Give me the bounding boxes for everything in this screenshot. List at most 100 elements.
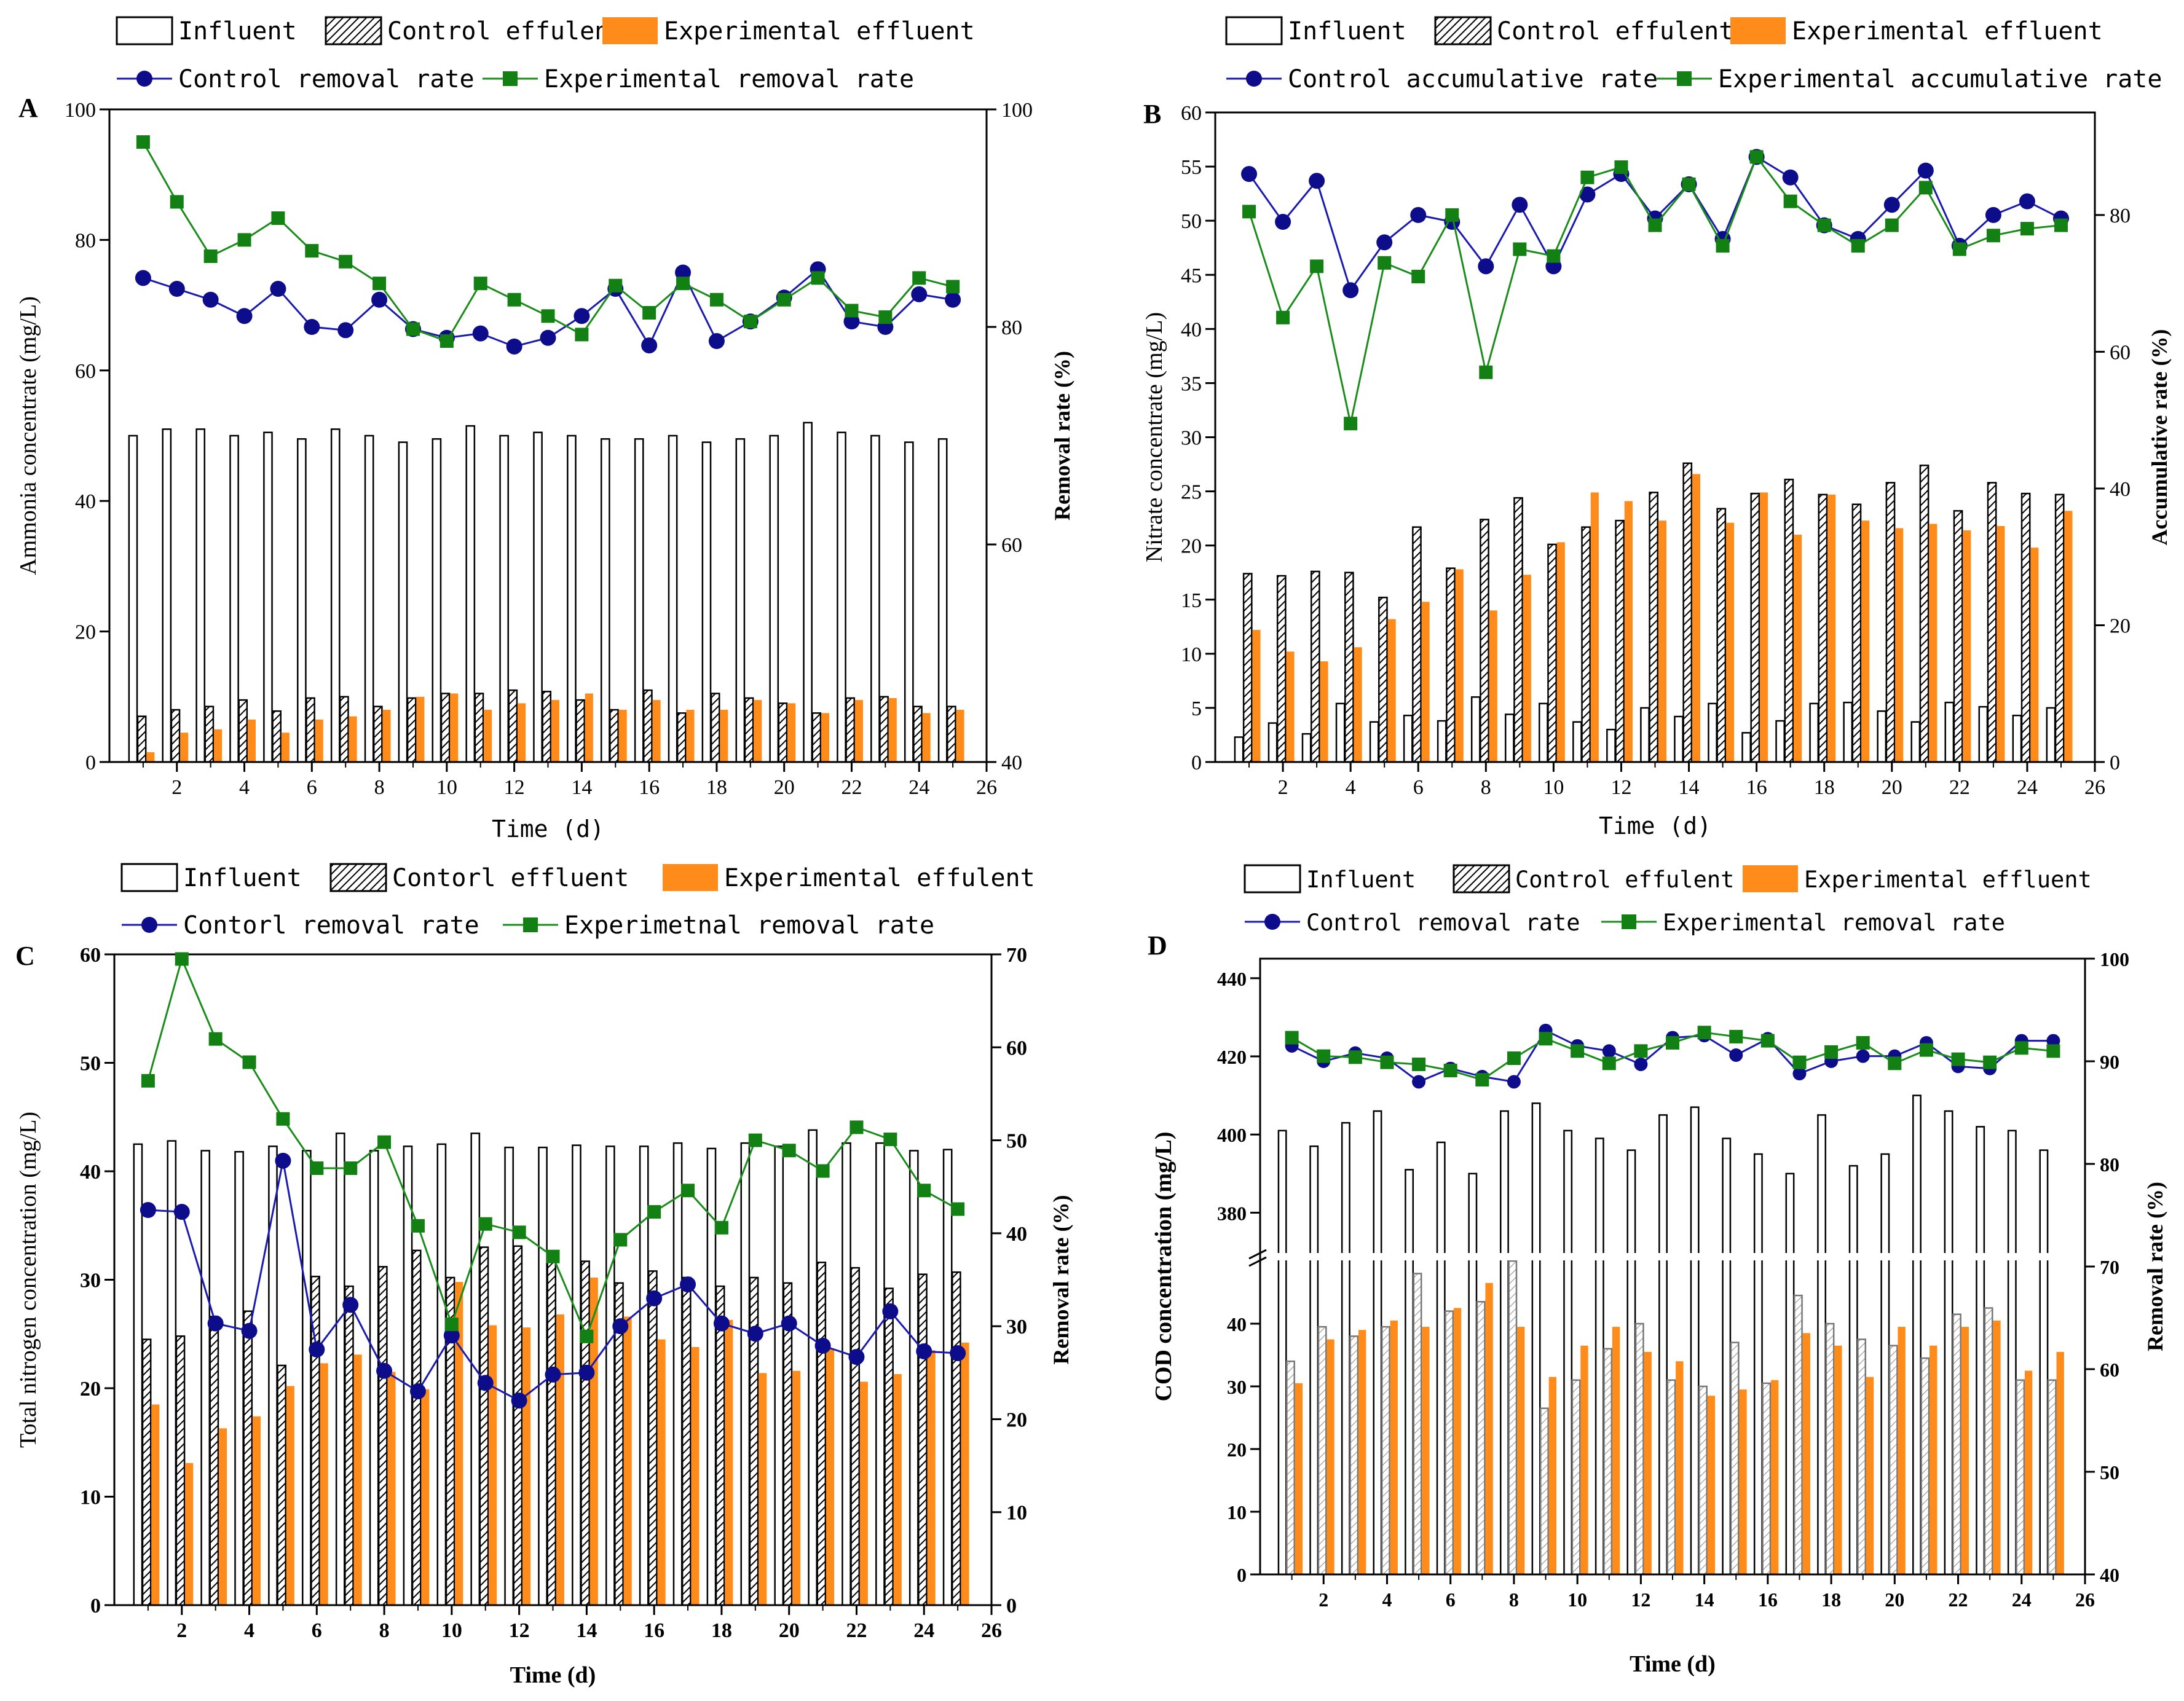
y2-axis-label: Removal rate (%) xyxy=(1049,1195,1073,1365)
bar-control-effluent xyxy=(778,702,788,763)
bar-experimental-effluent xyxy=(1861,521,1870,762)
point-control-rate xyxy=(135,270,151,286)
x-tick-label: 24 xyxy=(2017,776,2038,799)
bar-experimental-effluent xyxy=(1390,1320,1398,1574)
point-experimental-rate xyxy=(1276,310,1290,324)
bar-experimental-effluent xyxy=(218,1428,227,1605)
bar-experimental-effluent xyxy=(1961,1327,1969,1574)
bar-experimental-effluent xyxy=(387,1372,396,1605)
bar-experimental-effluent xyxy=(1866,1377,1874,1574)
bar-control-effluent xyxy=(377,1266,388,1606)
bar-influent xyxy=(1563,1129,1573,1576)
panel-label: C xyxy=(15,941,35,971)
bar-control-effluent xyxy=(2047,1379,2057,1576)
point-experimental-rate xyxy=(1918,181,1933,195)
bar-influent xyxy=(740,1142,751,1606)
y-tick-label: 440 xyxy=(1217,968,1247,990)
bar-experimental-effluent xyxy=(1834,1345,1842,1574)
point-control-rate xyxy=(443,1327,460,1344)
bar-influent xyxy=(1944,1110,1953,1576)
bar-experimental-effluent xyxy=(888,697,897,762)
bar-influent xyxy=(229,434,239,763)
y2-tick-label: 50 xyxy=(1006,1130,1027,1153)
bar-influent xyxy=(403,1145,413,1606)
point-control-rate xyxy=(337,322,354,339)
y-tick-label: 40 xyxy=(80,1161,101,1184)
bar-control-effluent xyxy=(710,693,720,763)
bar-influent xyxy=(1978,705,1989,763)
bar-influent xyxy=(504,1146,514,1606)
bar-experimental-effluent xyxy=(1453,1308,1462,1574)
bar-control-effluent xyxy=(643,689,653,763)
bar-control-effluent xyxy=(1634,1322,1644,1576)
legend-label: Experimetnal removal rate xyxy=(564,911,934,940)
point-experimental-rate xyxy=(411,1219,425,1233)
bar-experimental-effluent xyxy=(1523,575,1531,762)
bar-experimental-effluent xyxy=(213,729,223,762)
bar-control-effluent xyxy=(1793,1294,1803,1576)
x-tick-label: 14 xyxy=(1695,1589,1714,1611)
bar-control-effluent xyxy=(2020,492,2031,763)
point-experimental-rate xyxy=(276,1112,290,1126)
point-experimental-rate xyxy=(1697,1026,1711,1040)
bar-experimental-effluent xyxy=(623,1316,632,1605)
bar-influent xyxy=(668,434,678,763)
bar-experimental-effluent xyxy=(450,693,459,762)
point-experimental-rate xyxy=(883,1133,897,1147)
y-tick-label: 20 xyxy=(80,1378,101,1400)
bar-influent xyxy=(701,441,712,763)
y2-tick-label: 0 xyxy=(1006,1595,1017,1617)
point-experimental-rate xyxy=(444,1318,459,1332)
bar-influent xyxy=(1843,701,1853,763)
x-tick-label: 18 xyxy=(1821,1589,1841,1611)
x-tick-label: 26 xyxy=(2075,1589,2095,1611)
point-experimental-rate xyxy=(1919,1043,1933,1057)
point-experimental-rate xyxy=(310,1161,324,1175)
point-experimental-rate xyxy=(951,1202,965,1216)
x-tick-label: 26 xyxy=(2084,776,2105,799)
bar-control-effluent xyxy=(1649,492,1659,763)
y-tick-label: 35 xyxy=(1181,372,1202,395)
bar-control-effluent xyxy=(1242,573,1253,763)
panel-label: B xyxy=(1143,99,1161,129)
point-experimental-rate xyxy=(1792,1055,1807,1069)
point-control-rate xyxy=(140,1202,156,1219)
y-tick-label: 10 xyxy=(1181,643,1202,666)
bar-experimental-effluent xyxy=(652,700,661,762)
point-experimental-rate xyxy=(1479,365,1493,379)
chart-panel-c: Influent Contorl effluent Experimental eff… xyxy=(15,863,1073,1688)
bar-influent xyxy=(600,438,610,763)
x-tick-label: 4 xyxy=(239,776,250,799)
bar-control-effluent xyxy=(1508,1260,1518,1576)
panel-label: D xyxy=(1148,930,1167,960)
x-tick-label: 8 xyxy=(1509,1589,1519,1611)
point-experimental-rate xyxy=(377,1135,392,1149)
x-tick-label: 6 xyxy=(312,1619,322,1642)
chart-panel-a: Influent Control effulent Experimental eff… xyxy=(15,16,1074,843)
point-experimental-rate xyxy=(406,322,420,336)
point-control-rate xyxy=(1579,186,1596,203)
bar-influent xyxy=(1301,733,1312,763)
point-experimental-rate xyxy=(1716,238,1730,253)
legend-swatch-influent xyxy=(120,863,178,892)
bar-control-effluent xyxy=(681,1276,692,1606)
bar-experimental-effluent xyxy=(1320,661,1328,762)
bar-control-effluent xyxy=(1446,567,1456,763)
bar-influent xyxy=(162,428,172,763)
x-tick-label: 2 xyxy=(1319,1589,1328,1611)
y2-tick-label: 70 xyxy=(2100,1256,2119,1278)
bar-experimental-effluent xyxy=(1295,1383,1303,1574)
bar-experimental-effluent xyxy=(1548,1377,1557,1574)
x-tick-label: 20 xyxy=(1882,776,1902,799)
x-tick-label: 14 xyxy=(571,776,592,799)
y-tick-label: 380 xyxy=(1217,1202,1247,1224)
bar-influent xyxy=(875,1142,885,1606)
bar-experimental-effluent xyxy=(151,1404,160,1605)
point-control-rate xyxy=(1985,206,2001,223)
bar-experimental-effluent xyxy=(1997,525,2005,762)
legend-swatch-experimental-effluent xyxy=(1730,17,1786,44)
y2-tick-label: 60 xyxy=(1006,1037,1027,1059)
y2-axis-label: Removal rate (%) xyxy=(2143,1182,2167,1351)
x-tick-label: 10 xyxy=(1543,776,1564,799)
bar-control-effluent xyxy=(1818,493,1828,763)
